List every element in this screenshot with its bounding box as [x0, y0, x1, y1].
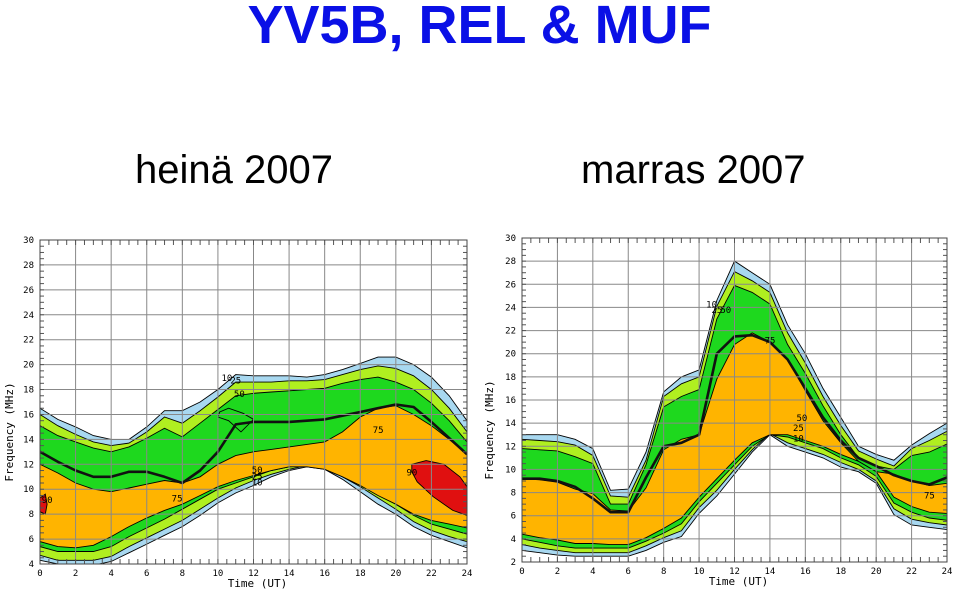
x-tick-label: 4 [590, 567, 595, 577]
x-tick-label: 14 [284, 569, 295, 579]
x-tick-label: 0 [519, 567, 524, 577]
contour-label: 25 [793, 424, 804, 434]
y-tick-label: 10 [23, 485, 34, 495]
y-tick-label: 26 [23, 286, 34, 296]
contour-label: 75 [373, 426, 384, 436]
contour-label: 50 [720, 306, 731, 316]
x-tick-label: 20 [390, 569, 401, 579]
contour-label: 75 [765, 336, 776, 346]
contour-label: 25 [252, 472, 263, 482]
y-axis-label: Frequency (MHz) [483, 380, 496, 479]
y-tick-label: 24 [23, 311, 34, 321]
y-tick-label: 28 [23, 261, 34, 271]
x-tick-label: 6 [626, 567, 631, 577]
y-tick-label: 16 [505, 396, 516, 406]
x-tick-label: 24 [942, 567, 953, 577]
y-tick-label: 18 [23, 386, 34, 396]
x-tick-label: 24 [462, 569, 473, 579]
x-tick-label: 16 [319, 569, 330, 579]
chart-panel-heina: 10 25 50 75 75 50 25 10 90 90 0 2 4 6 8 10 12 14 16 18 20 22 2… [2, 228, 474, 591]
x-tick-label: 8 [661, 567, 666, 577]
y-tick-label: 20 [505, 350, 516, 360]
main-title: YV5B, REL & MUF [247, 0, 712, 55]
contour-label: 75 [172, 495, 183, 505]
contour-label: 10 [793, 435, 804, 445]
contour-label: 10 [252, 478, 263, 488]
y-tick-label: 8 [511, 489, 516, 499]
y-tick-label: 10 [505, 465, 516, 475]
y-tick-label: 24 [505, 303, 516, 313]
contour-label: 50 [234, 390, 245, 400]
reliability-region-90 [40, 493, 48, 515]
x-tick-label: 18 [355, 569, 366, 579]
contour-label: 10 [221, 374, 232, 384]
y-tick-label: 28 [505, 257, 516, 267]
x-axis-label: Time (UT) [228, 577, 288, 590]
x-tick-label: 4 [108, 569, 113, 579]
x-axis-label: Time (UT) [709, 575, 769, 588]
y-tick-label: 18 [505, 373, 516, 383]
subtitle-right: marras 2007 [581, 148, 806, 192]
x-tick-label: 10 [694, 567, 705, 577]
x-tick-label: 10 [212, 569, 223, 579]
contour-label: 90 [407, 469, 418, 479]
contour-label: 50 [796, 414, 807, 424]
y-tick-label: 6 [29, 535, 34, 545]
y-tick-label: 6 [511, 512, 516, 522]
x-tick-label: 12 [729, 567, 740, 577]
contour-label: 25 [711, 306, 722, 316]
y-tick-label: 30 [505, 234, 516, 244]
y-axis-label: Frequency (MHz) [3, 382, 16, 481]
x-tick-label: 16 [800, 567, 811, 577]
x-tick-label: 14 [764, 567, 775, 577]
x-tick-label: 18 [835, 567, 846, 577]
y-tick-label: 22 [23, 336, 34, 346]
subtitle-left: heinä 2007 [135, 148, 333, 192]
x-tick-label: 8 [180, 569, 185, 579]
x-tick-label: 0 [37, 569, 42, 579]
reliability-region-90 [411, 460, 467, 516]
plot-frame [521, 237, 948, 563]
contour-label: 90 [42, 496, 53, 506]
y-tick-label: 30 [23, 236, 34, 246]
x-tick-label: 12 [248, 569, 259, 579]
plot-frame [39, 239, 468, 565]
contour-label: 25 [230, 376, 241, 386]
y-tick-label: 12 [505, 442, 516, 452]
x-tick-label: 20 [871, 567, 882, 577]
y-tick-label: 8 [29, 510, 34, 520]
y-tick-label: 16 [23, 410, 34, 420]
y-tick-label: 14 [23, 435, 34, 445]
y-tick-label: 20 [23, 361, 34, 371]
x-tick-label: 6 [144, 569, 149, 579]
contour-label: 75 [924, 491, 935, 501]
chart-panel-marras: 10 25 50 75 50 25 10 75 0 2 4 6 8 10 12 14 16 18 20 22 24 2 4 6… [482, 228, 959, 591]
contour-label: 10 [706, 300, 717, 310]
x-tick-label: 2 [73, 569, 78, 579]
y-tick-label: 14 [505, 419, 516, 429]
x-tick-label: 22 [426, 569, 437, 579]
y-tick-label: 12 [23, 460, 34, 470]
y-tick-label: 22 [505, 327, 516, 337]
x-tick-label: 2 [555, 567, 560, 577]
y-tick-label: 2 [511, 558, 516, 568]
y-tick-label: 26 [505, 280, 516, 290]
y-tick-label: 4 [29, 560, 34, 570]
y-tick-label: 4 [511, 535, 516, 545]
x-tick-label: 22 [906, 567, 917, 577]
contour-label: 50 [252, 466, 263, 476]
